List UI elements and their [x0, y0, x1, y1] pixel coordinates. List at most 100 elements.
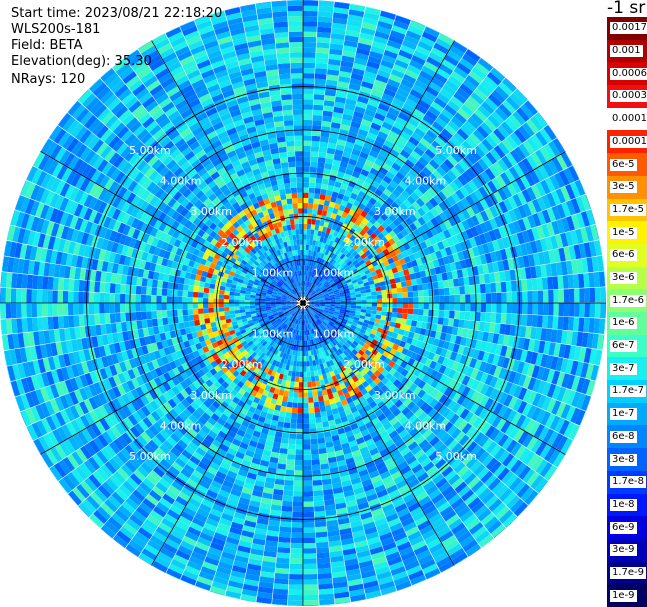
beta-gate-cell [314, 510, 326, 517]
beta-gate-cell [360, 262, 368, 269]
beta-gate-cell [419, 138, 431, 149]
beta-gate-cell [449, 262, 457, 272]
beta-gate-cell [499, 271, 506, 282]
beta-gate-cell [303, 260, 306, 266]
beta-gate-cell [441, 108, 454, 121]
beta-gate-cell [309, 299, 315, 302]
beta-gate-cell [358, 173, 367, 182]
beta-gate-cell [540, 238, 549, 252]
beta-gate-cell [393, 121, 405, 131]
beta-gate-cell [464, 285, 471, 295]
beta-gate-cell [303, 5, 318, 12]
beta-gate-cell [359, 229, 367, 237]
beta-gate-cell [330, 282, 336, 287]
beta-gate-cell [397, 193, 407, 203]
beta-gate-cell [392, 175, 402, 185]
beta-gate-cell [394, 260, 402, 267]
beta-gate-cell [527, 254, 536, 267]
beta-gate-cell [332, 12, 349, 20]
beta-gate-cell [396, 312, 403, 319]
beta-gate-cell [498, 201, 509, 214]
beta-gate-cell [330, 299, 336, 302]
beta-gate-cell [434, 136, 447, 148]
beta-gate-cell [593, 240, 602, 256]
beta-gate-cell [287, 599, 303, 606]
beta-gate-cell [432, 169, 443, 181]
beta-gate-cell [318, 146, 328, 153]
beta-gate-cell [443, 54, 459, 67]
beta-gate-cell [346, 93, 359, 101]
beta-gate-cell [417, 99, 431, 110]
beta-gate-cell [584, 303, 590, 318]
beta-gate-cell [317, 282, 323, 288]
beta-gate-cell [500, 281, 507, 293]
beta-gate-cell [303, 356, 307, 362]
beta-gate-cell [467, 48, 481, 58]
beta-gate-cell [303, 485, 313, 492]
beta-gate-cell [318, 295, 324, 298]
beta-gate-cell [491, 89, 506, 104]
beta-gate-cell [418, 156, 429, 167]
beta-gate-cell [526, 186, 537, 201]
beta-gate-cell [411, 55, 426, 66]
beta-gate-cell [303, 376, 308, 383]
beta-gate-cell [286, 401, 293, 408]
beta-gate-cell [307, 293, 311, 299]
beta-gate-cell [400, 78, 414, 89]
beta-gate-cell [435, 38, 452, 50]
beta-gate-cell [403, 268, 410, 276]
beta-gate-cell [346, 232, 353, 239]
beta-gate-cell [312, 292, 317, 297]
beta-gate-cell [394, 158, 405, 168]
beta-gate-cell [303, 558, 317, 565]
beta-gate-cell [479, 312, 486, 322]
beta-gate-cell [315, 288, 321, 293]
beta-gate-cell [304, 286, 306, 292]
beta-gate-cell [320, 271, 326, 277]
beta-gate-cell [386, 288, 393, 295]
beta-gate-cell [459, 286, 466, 295]
beta-gate-cell [508, 166, 520, 180]
beta-gate-cell [437, 257, 445, 267]
beta-gate-cell [489, 251, 498, 263]
beta-gate-cell [383, 275, 390, 281]
beta-gate-cell [380, 213, 389, 222]
beta-gate-cell [412, 228, 421, 238]
beta-gate-cell [555, 234, 564, 249]
beta-gate-cell [303, 553, 317, 559]
beta-gate-cell [316, 547, 330, 554]
beta-gate-cell [344, 293, 351, 297]
beta-gate-cell [387, 298, 393, 303]
beta-gate-cell [472, 129, 486, 142]
beta-gate-cell [375, 25, 392, 35]
beta-gate-cell [303, 213, 308, 219]
beta-gate-cell [470, 303, 476, 312]
beta-gate-cell [325, 276, 331, 282]
beta-gate-cell [307, 381, 312, 388]
beta-gate-cell [315, 417, 322, 424]
beta-gate-cell [316, 42, 330, 49]
beta-gate-cell [404, 208, 413, 217]
beta-gate-cell [313, 89, 325, 96]
beta-gate-cell [343, 288, 350, 292]
beta-gate-cell [314, 245, 319, 252]
beta-gate-cell [307, 276, 311, 282]
beta-gate-cell [421, 180, 432, 191]
beta-gate-cell [473, 161, 485, 174]
beta-gate-cell [426, 26, 440, 34]
beta-gate-cell [363, 70, 377, 80]
beta-gate-cell [558, 247, 566, 262]
beta-gate-cell [566, 200, 576, 216]
beta-gate-cell [422, 247, 431, 256]
beta-gate-cell [442, 317, 449, 326]
beta-gate-cell [456, 232, 465, 243]
beta-gate-cell [382, 54, 397, 64]
beta-gate-cell [395, 184, 405, 194]
beta-gate-cell [357, 42, 372, 51]
beta-gate-cell [376, 290, 382, 296]
beta-gate-cell [280, 405, 287, 413]
beta-gate-cell [330, 122, 341, 129]
beta-gate-cell [373, 278, 380, 284]
beta-gate-cell [594, 287, 601, 303]
beta-gate-cell [314, 73, 327, 80]
